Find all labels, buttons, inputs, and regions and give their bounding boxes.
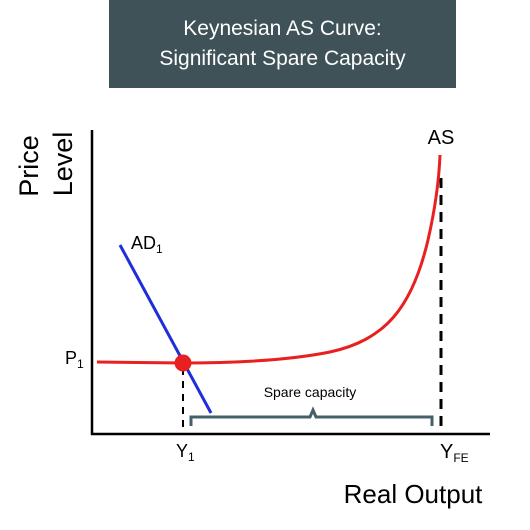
p1-label: P1 bbox=[65, 348, 84, 371]
yfe-label: YFE bbox=[440, 441, 469, 465]
y-axis-label-line-1: Price bbox=[14, 135, 44, 197]
equilibrium-point bbox=[174, 354, 192, 372]
title-line-2: Significant Spare Capacity bbox=[159, 47, 406, 70]
y1-label-sub: 1 bbox=[188, 450, 195, 464]
ad-label: AD1 bbox=[131, 233, 163, 256]
title-line-1: Keynesian AS Curve: bbox=[183, 17, 382, 40]
y1-label-main: Y bbox=[176, 441, 188, 461]
ad-curve bbox=[118, 244, 213, 414]
ad-label-main: AD bbox=[131, 233, 156, 253]
as-curve bbox=[96, 154, 442, 365]
yfe-label-sub: FE bbox=[453, 451, 468, 465]
as-label: AS bbox=[428, 127, 455, 149]
p1-label-main: P bbox=[65, 348, 77, 368]
p1-label-sub: 1 bbox=[77, 357, 84, 371]
y-axis-label-line-2: Level bbox=[48, 132, 78, 197]
yfe-label-main: Y bbox=[440, 441, 453, 463]
y1-label: Y1 bbox=[176, 441, 195, 464]
spare-capacity-bracket bbox=[189, 406, 434, 426]
spare-capacity-label: Spare capacity bbox=[264, 384, 357, 400]
title-box: Keynesian AS Curve: Significant Spare Ca… bbox=[109, 0, 456, 88]
x-axis-label: Real Output bbox=[344, 479, 484, 509]
ad-label-sub: 1 bbox=[156, 242, 163, 256]
